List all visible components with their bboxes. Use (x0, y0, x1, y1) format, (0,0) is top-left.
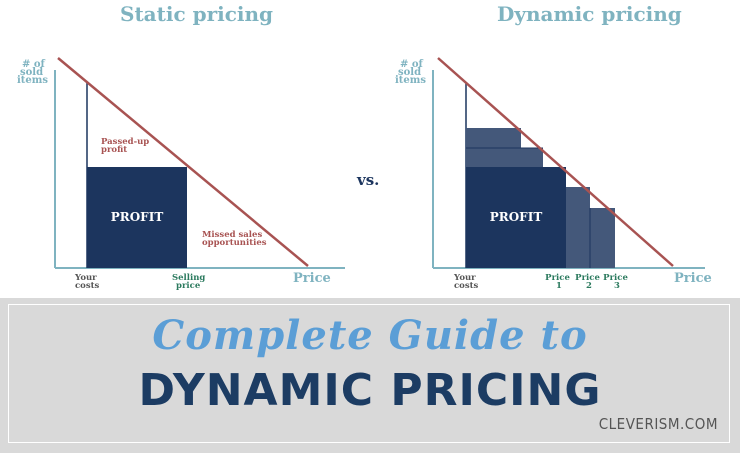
dynamic-costs-label: Your costs (453, 273, 479, 291)
dynamic-price1-label: Price 1 (545, 273, 573, 291)
static-demand-line (57, 57, 309, 267)
title-banner (0, 298, 740, 453)
dynamic-pricing-diagram: # of sold items Price Your costs Price 1… (395, 57, 712, 291)
dynamic-pricing-title: Dynamic pricing (497, 2, 682, 26)
site-watermark: CLEVERISM.COM (598, 415, 718, 433)
dynamic-y-axis-label: # of sold items (395, 59, 426, 86)
static-profit-block (87, 167, 187, 268)
banner-border (8, 304, 730, 443)
static-profit-label: PROFIT (111, 210, 164, 224)
dynamic-demand-line (437, 57, 674, 267)
static-costs-label: Your costs (74, 273, 100, 291)
banner-main-title: DYNAMIC PRICING (138, 365, 602, 416)
dynamic-profit-block (466, 167, 566, 268)
dynamic-price3-label: Price 3 (603, 273, 631, 291)
pricing-diagrams: # of sold items Price Your costs Selling… (17, 57, 712, 291)
static-selling-price-label: Selling price (172, 273, 208, 291)
dynamic-profit-label: PROFIT (490, 210, 543, 224)
static-pricing-diagram: # of sold items Price Your costs Selling… (17, 57, 345, 291)
dynamic-x-axis-label: Price (674, 271, 712, 286)
static-missed-sales-label: Missed sales opportunities (202, 230, 267, 248)
dynamic-price2-block (566, 187, 590, 268)
dynamic-extra-block-2 (466, 148, 543, 168)
static-passed-up-profit-label: Passed-up profit (101, 137, 152, 155)
vs-label: vs. (356, 171, 379, 189)
banner-script-title: Complete Guide to (152, 312, 588, 359)
static-x-axis-label: Price (293, 271, 331, 286)
dynamic-price3-block (590, 208, 615, 268)
dynamic-price2-label: Price 2 (575, 273, 603, 291)
static-pricing-title: Static pricing (120, 2, 274, 26)
static-y-axis-label: # of sold items (17, 59, 48, 86)
